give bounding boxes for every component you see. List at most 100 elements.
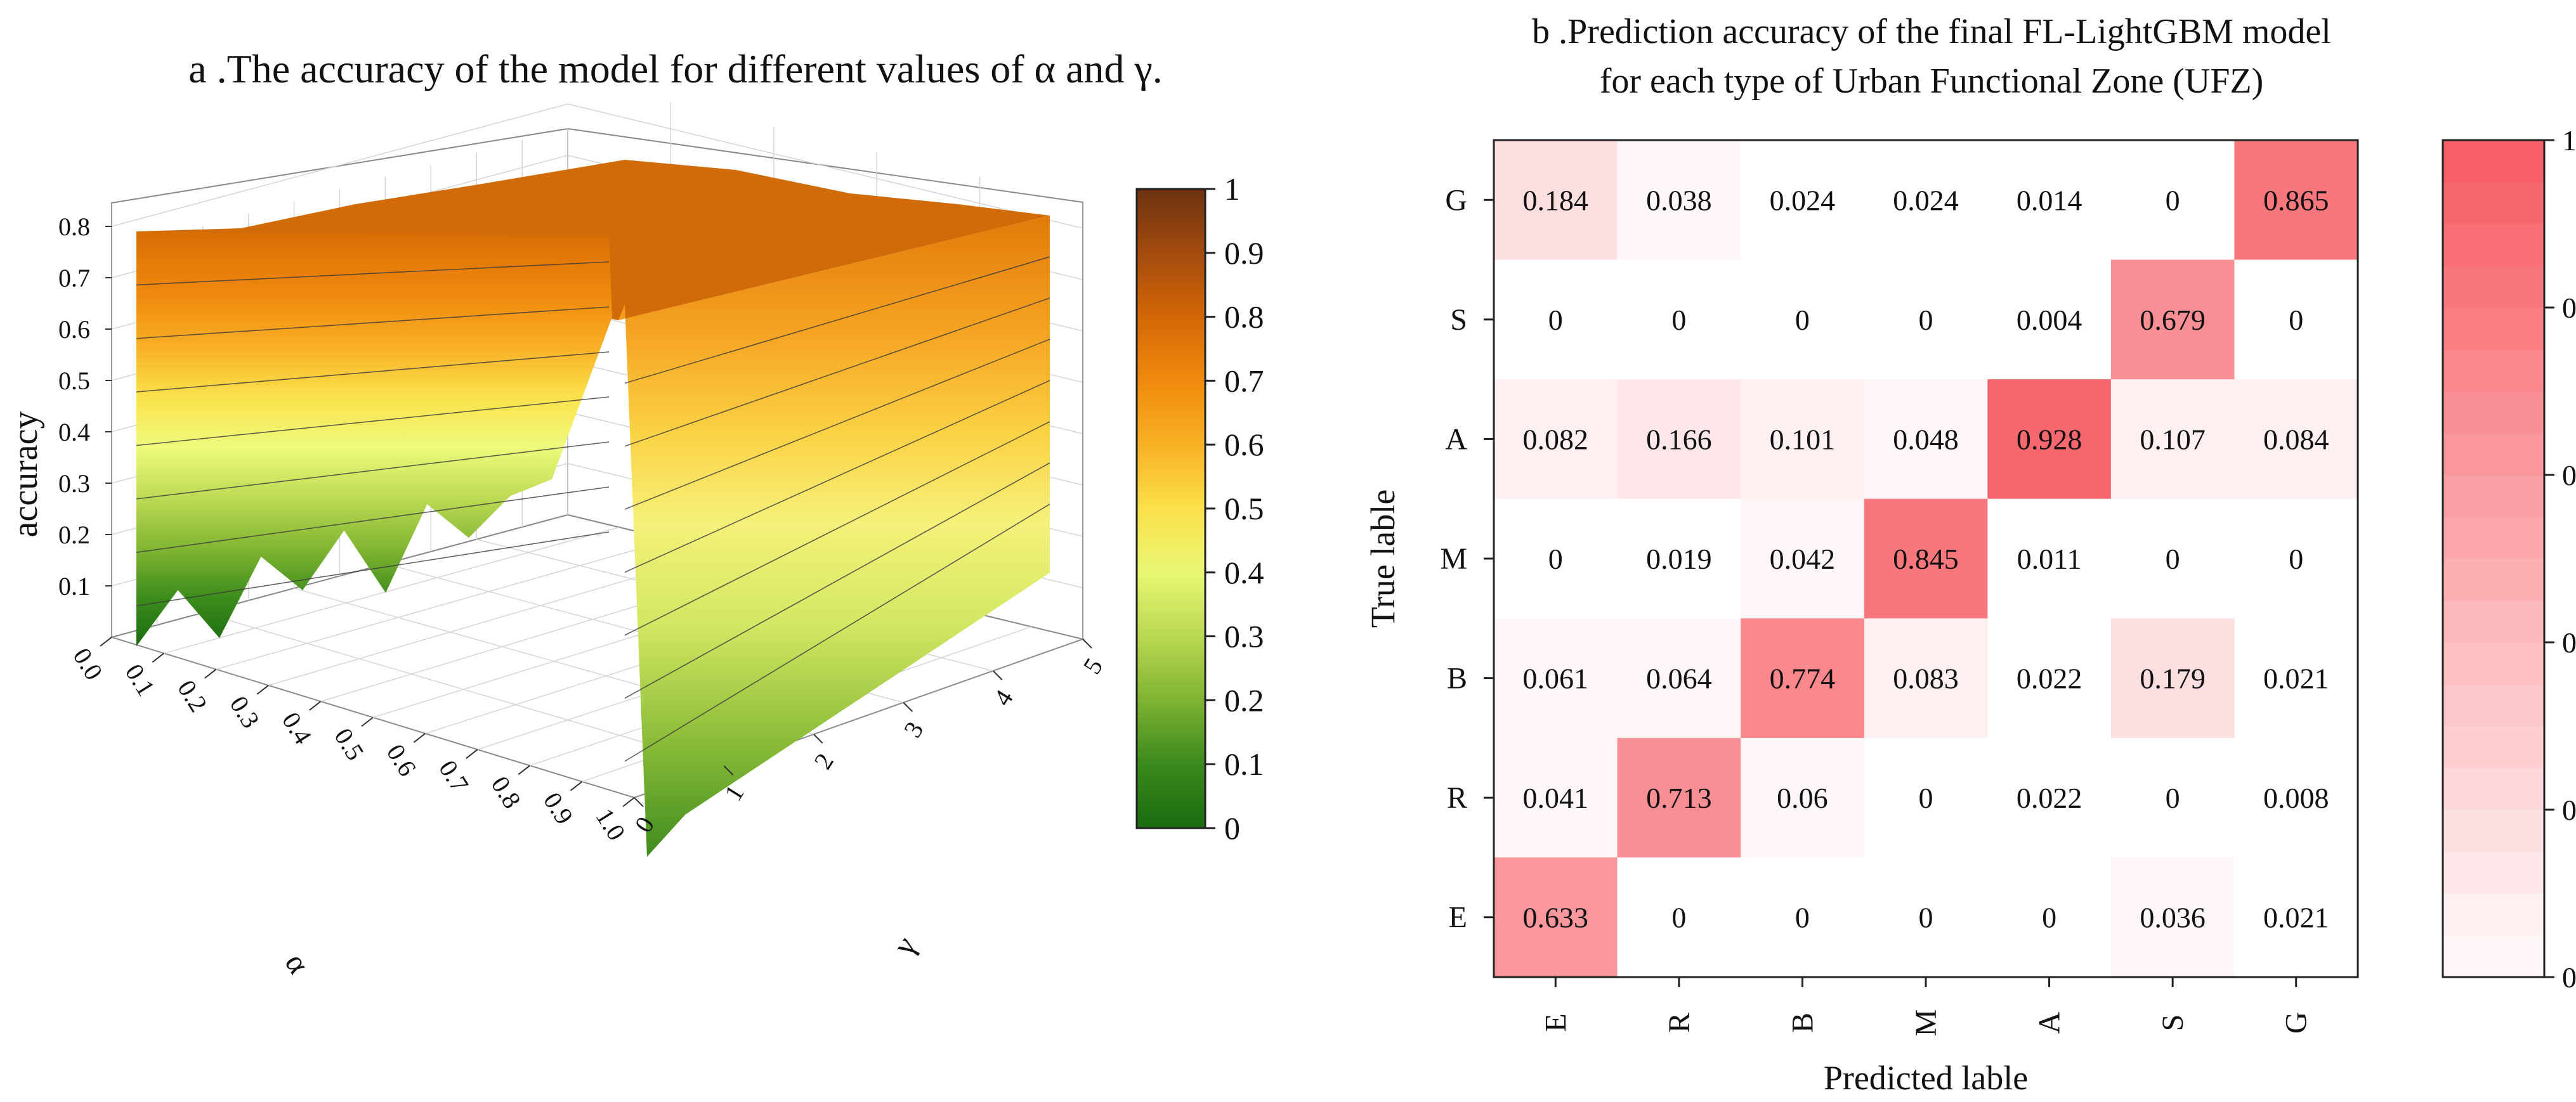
- panel-a-colorbar: 0 0.1 0.2 0.3 0.4 0.5 0.6 0.7 0.8 0.9 1: [1135, 171, 1264, 846]
- heatmap-cell-value: 0.774: [1770, 663, 1836, 695]
- alpha-tick-label: 0.7: [433, 755, 474, 797]
- heatmap-cell: [2110, 140, 2235, 261]
- gamma-tick-label: 5: [1077, 653, 1108, 679]
- colorbar-b-step: [2443, 642, 2544, 685]
- heatmap-cell-value: 0.179: [2140, 663, 2206, 695]
- heatmap-cell-value: 0.021: [2263, 663, 2329, 695]
- colorbar-b-step: [2443, 684, 2544, 727]
- z-tick-label: 0.3: [58, 469, 90, 498]
- heatmap-cell: [1987, 737, 2112, 858]
- heatmap-cell-value: 0: [1548, 304, 1563, 336]
- heatmap-cell-value: 0.101: [1770, 423, 1836, 455]
- heatmap-cell-value: 0.084: [2263, 423, 2329, 455]
- z-tick-label: 0.7: [58, 264, 90, 292]
- heatmap-cell-value: 0: [1919, 304, 1933, 336]
- front-contour-line: [136, 486, 610, 554]
- heatmap-cell: [1494, 259, 1618, 380]
- heatmap-cell: [1494, 379, 1618, 500]
- gamma-tick-mark: [813, 734, 823, 744]
- heatmap-cell: [1494, 618, 1618, 739]
- colorbar-a-tick-label: 0.6: [1224, 427, 1264, 462]
- colorbar-b-step: [2443, 391, 2544, 434]
- heatmap-y-tick-label: R: [1447, 781, 1467, 815]
- heatmap-cell: [1864, 259, 1988, 380]
- heatmap-cell-value: 0.082: [1523, 423, 1589, 455]
- heatmap-cell-value: 0.679: [2140, 304, 2206, 336]
- heatmap-cell-value: 0.008: [2263, 782, 2329, 814]
- heatmap-cell: [1617, 379, 1741, 500]
- alpha-tick-mark: [413, 733, 426, 743]
- colorbar-b-step: [2443, 559, 2544, 601]
- heatmap-cell: [1987, 618, 2112, 739]
- gamma-tick-mark: [723, 765, 734, 775]
- heatmap-cell-value: 0.022: [2017, 782, 2082, 814]
- colorbar-b-step: [2443, 475, 2544, 517]
- right-contour-line: [624, 256, 1050, 384]
- alpha-tick-label: 0.1: [120, 659, 161, 701]
- colorbar-b-step: [2443, 893, 2544, 936]
- heatmap-cell-value: 0.184: [1523, 184, 1589, 216]
- heatmap-cell: [1987, 140, 2112, 261]
- colorbar-b-tick-label: 0.4: [2562, 626, 2576, 659]
- colorbar-a-tick-label: 1: [1224, 171, 1240, 207]
- z-tick-label: 0.1: [58, 572, 90, 600]
- colorbar-b-step: [2443, 349, 2544, 392]
- heatmap-cell: [1617, 737, 1741, 858]
- alpha-tick-mark: [100, 637, 112, 647]
- colorbar-a-tick-label: 0.9: [1224, 235, 1264, 271]
- heatmap-cell: [1494, 737, 1618, 858]
- heatmap-cell: [2234, 857, 2358, 978]
- heatmap-cell-value: 0.038: [1646, 184, 1712, 216]
- heatmap-cell-value: 0: [1795, 304, 1810, 336]
- heatmap-cell: [2234, 498, 2358, 619]
- panel-b-colorbar-frame: [2442, 139, 2546, 978]
- heatmap-cell-value: 0: [2042, 902, 2056, 934]
- heatmap-cell-value: 0.713: [1646, 782, 1712, 814]
- heatmap-cell: [1494, 498, 1618, 619]
- panel-b-title-line1: b .Prediction accuracy of the final FL-L…: [1532, 12, 2331, 51]
- alpha-tick-label: 0.6: [381, 739, 422, 781]
- heatmap-cell: [2234, 379, 2358, 500]
- colorbar-b-step: [2443, 224, 2544, 266]
- heatmap-cell-value: 0: [1919, 782, 1933, 814]
- heatmap-cell-value: 0.011: [2017, 543, 2082, 575]
- heatmap-cells: 0.184 0.038 0.024 0.024 0.014 0 0.865 0 0 0 0 0.004…: [1494, 140, 2358, 978]
- right-contour-line: [624, 462, 1050, 699]
- floor-gridline: [216, 539, 671, 670]
- alpha-tick-label: 0.9: [538, 788, 579, 829]
- gamma-tick-label: 3: [898, 716, 929, 742]
- heatmap-cell: [2110, 857, 2235, 978]
- heatmap-cell: [2234, 737, 2358, 858]
- heatmap-cell-value: 0: [1919, 902, 1933, 934]
- left-wall-z-gridline: [111, 103, 568, 227]
- front-contour-line: [136, 396, 610, 446]
- colorbar-b-step: [2443, 935, 2544, 978]
- heatmap-cell: [1987, 498, 2112, 619]
- z-axis-label: accuracy: [6, 412, 45, 538]
- heatmap-cell-value: 0.166: [1646, 423, 1712, 455]
- colorbar-b-step: [2443, 810, 2544, 852]
- gamma-tick-mark: [634, 797, 644, 807]
- heatmap-cell-value: 0.024: [1770, 184, 1836, 216]
- heatmap-x-axis-label: Predicted lable: [1824, 1059, 2028, 1097]
- heatmap-cell: [1741, 618, 1865, 739]
- panel-a-surface-plot: a .The accuracy of the model for differe…: [6, 46, 1264, 980]
- heatmap-y-ticks: G S A M B R E: [1440, 183, 1494, 935]
- colorbar-b-step: [2443, 768, 2544, 810]
- heatmap-cell-value: 0.06: [1777, 782, 1828, 814]
- heatmap-cell: [1741, 259, 1865, 380]
- heatmap-cell: [1864, 618, 1988, 739]
- heatmap-cell-value: 0.019: [1646, 543, 1712, 575]
- gamma-tick-label: 4: [988, 685, 1019, 711]
- alpha-axis-label: α: [278, 947, 317, 980]
- heatmap-cell-value: 0: [2289, 304, 2303, 336]
- surface-front-face: [136, 231, 612, 647]
- heatmap-cell: [1864, 737, 1988, 858]
- colorbar-b-step: [2443, 308, 2544, 350]
- right-contour-line: [624, 297, 1050, 447]
- heatmap-cell-value: 0: [2289, 543, 2303, 575]
- surface-right-face: [618, 216, 1050, 857]
- heatmap-cell: [1617, 498, 1741, 619]
- z-tick-label: 0.6: [58, 315, 90, 344]
